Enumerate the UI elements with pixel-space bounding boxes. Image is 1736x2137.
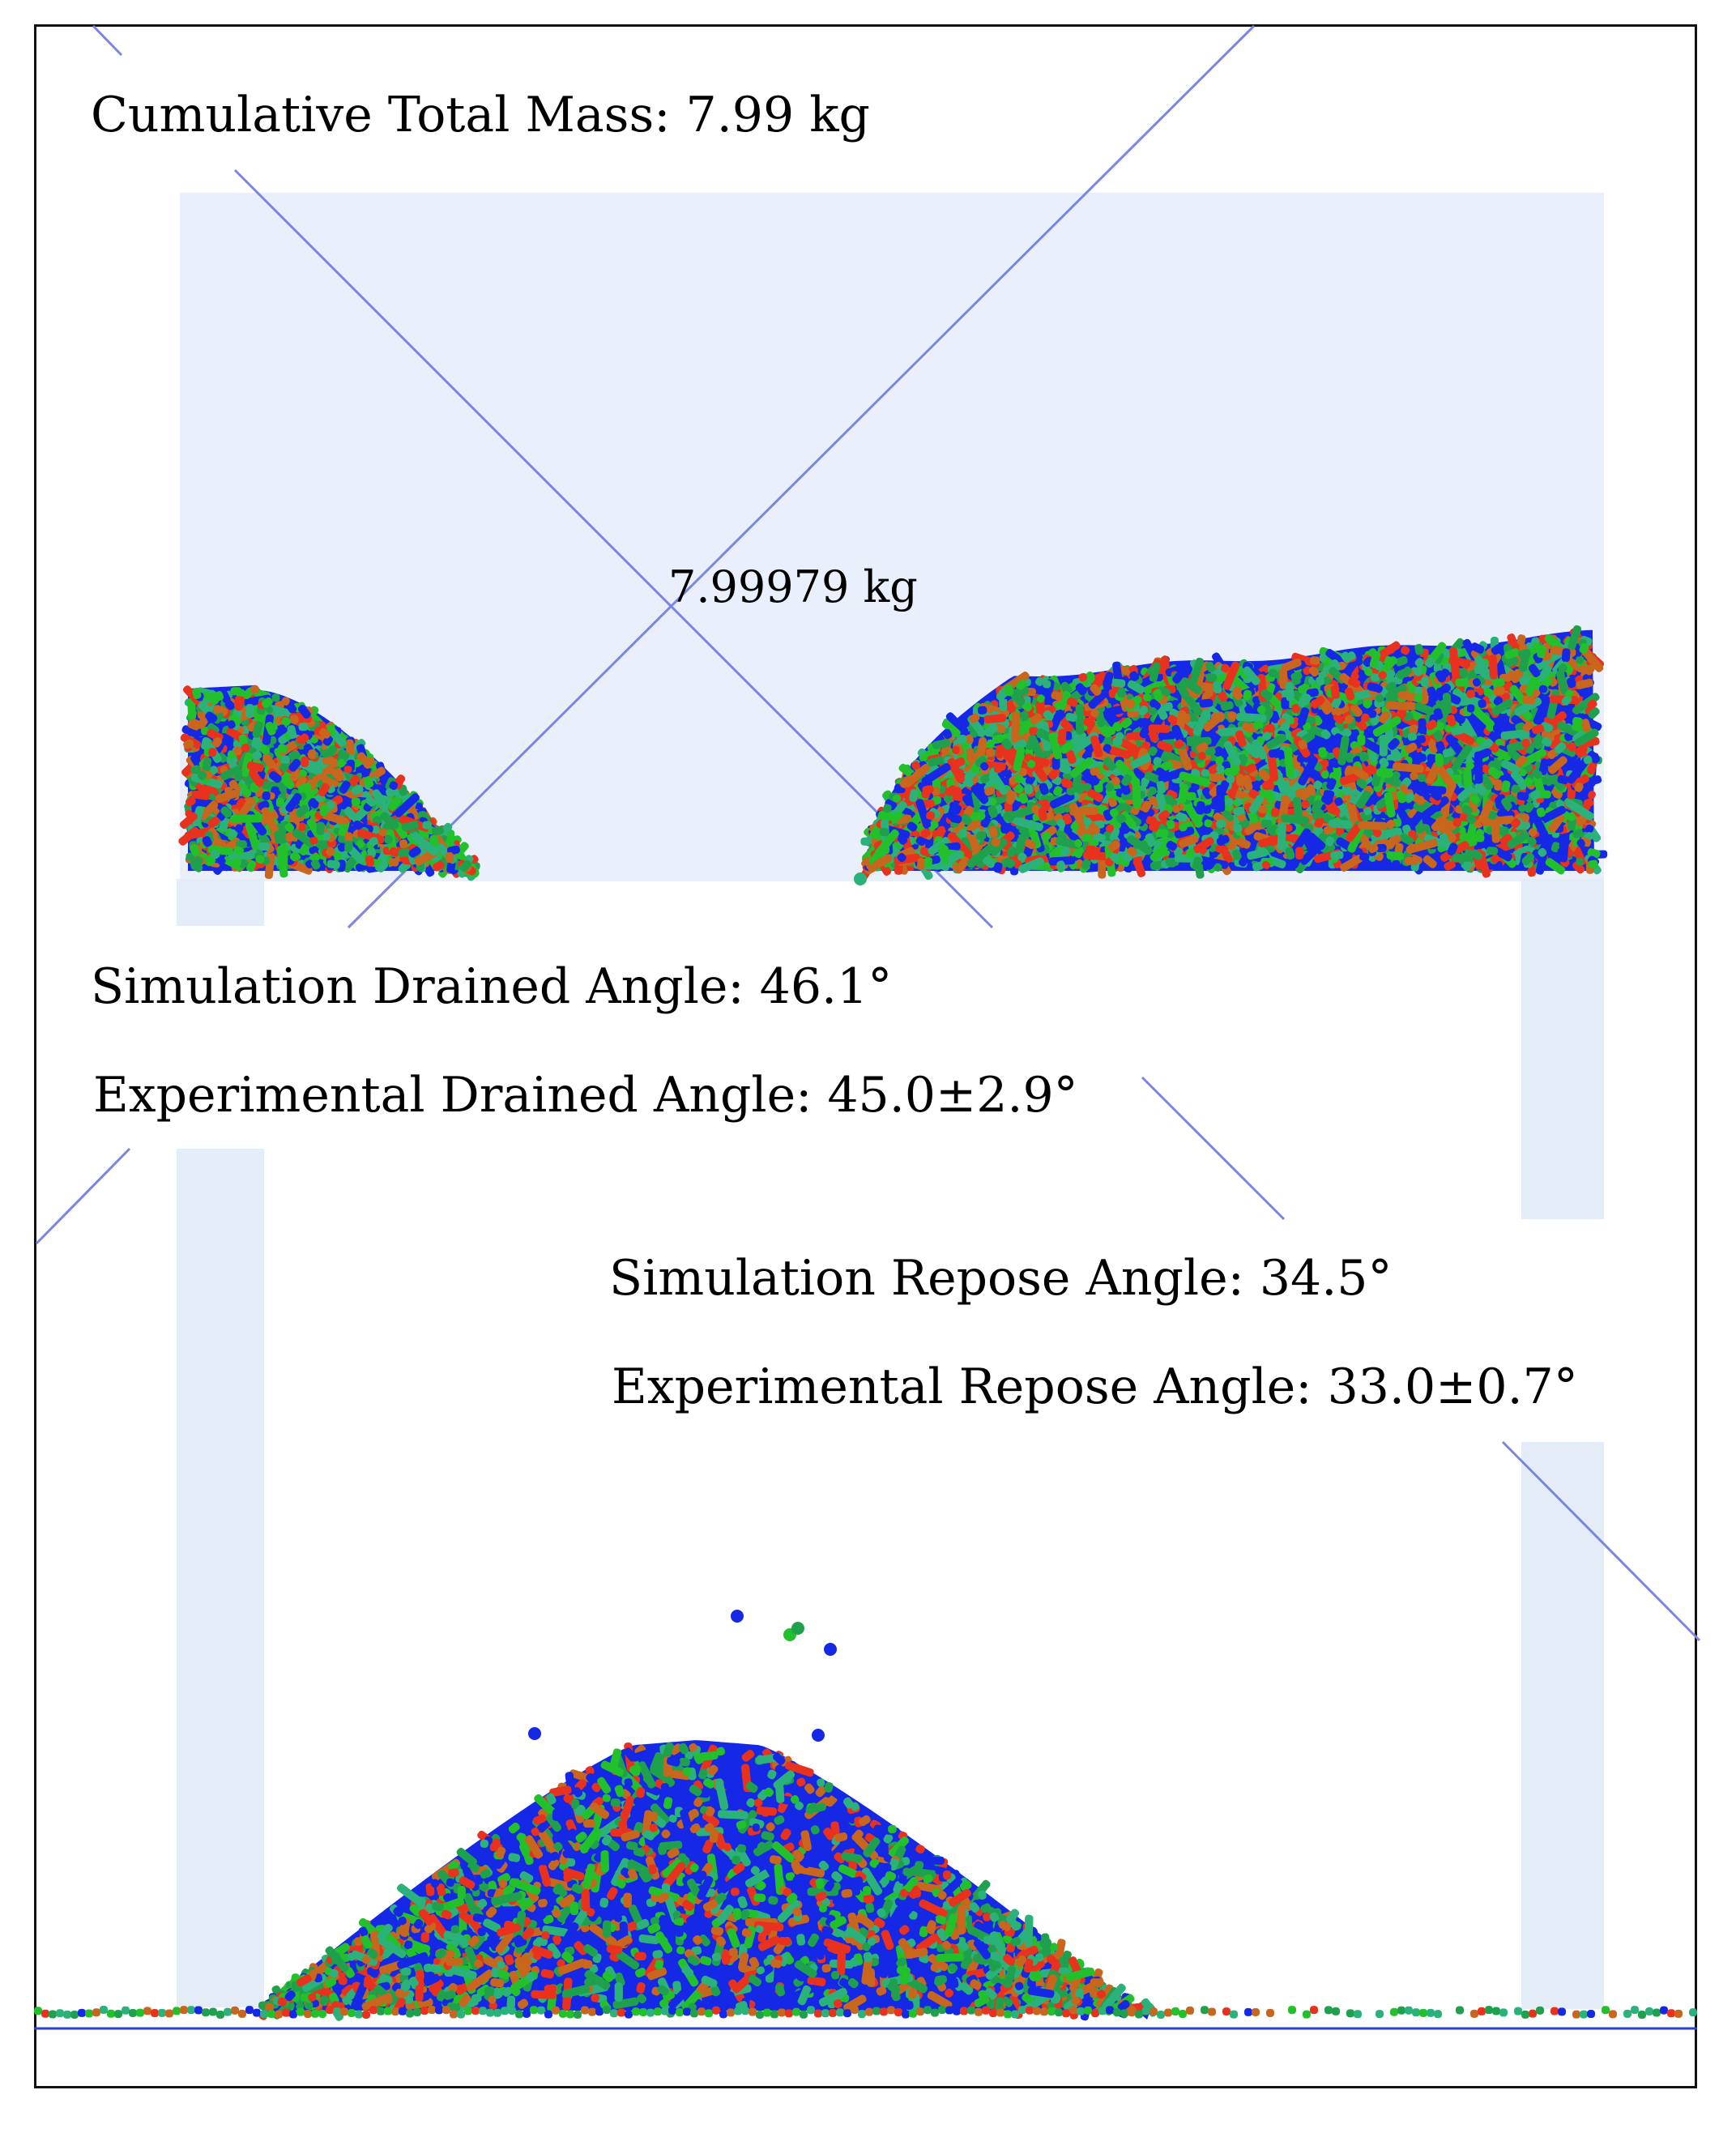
particle	[1576, 857, 1584, 866]
particle	[1057, 728, 1067, 745]
left-support-leg-upper	[177, 879, 264, 926]
particle	[1069, 806, 1098, 816]
particle	[923, 856, 932, 868]
particle	[1277, 822, 1286, 851]
particle	[1398, 709, 1407, 718]
particle	[1082, 833, 1092, 842]
particle	[1186, 791, 1196, 801]
particle	[245, 703, 254, 718]
particle	[298, 723, 309, 732]
particle	[1390, 851, 1405, 860]
particle	[1020, 711, 1029, 722]
particle	[1455, 678, 1467, 687]
particle	[344, 832, 353, 842]
particle	[250, 685, 259, 694]
particle	[1216, 784, 1226, 813]
particle	[1420, 676, 1430, 688]
particle	[1463, 860, 1472, 871]
left-support-leg-lower	[177, 1149, 264, 2007]
right-support-leg-upper	[1521, 879, 1604, 1219]
particle	[1111, 678, 1126, 688]
particle	[1435, 753, 1444, 767]
particle	[995, 744, 1004, 759]
particle	[344, 840, 353, 852]
particle	[301, 756, 309, 767]
left-particle-pile	[178, 685, 480, 881]
particle	[1181, 713, 1191, 723]
particle	[319, 804, 329, 817]
particle	[1385, 701, 1418, 710]
particle	[1199, 698, 1213, 708]
particle	[389, 858, 399, 867]
particle	[1522, 695, 1536, 705]
particle	[1011, 711, 1020, 743]
particle	[1521, 739, 1530, 748]
particle	[1392, 859, 1401, 869]
particle	[1418, 718, 1427, 734]
particle	[1330, 851, 1344, 860]
particle	[1404, 856, 1418, 866]
particle	[1310, 656, 1320, 665]
particle	[1205, 673, 1218, 682]
particle	[1486, 847, 1499, 855]
particle	[1488, 655, 1498, 680]
particle	[233, 767, 243, 782]
particle	[1024, 784, 1033, 795]
particle	[262, 791, 271, 800]
particle	[1043, 680, 1051, 689]
particle	[1117, 687, 1126, 698]
angle-guide-lines	[35, 24, 1701, 1642]
particle	[1148, 724, 1171, 733]
particle	[971, 811, 986, 821]
particle	[1270, 808, 1280, 817]
particle	[977, 706, 987, 714]
particle	[1418, 774, 1427, 783]
particle	[1492, 724, 1502, 732]
particle	[1435, 817, 1446, 826]
particle	[1321, 770, 1329, 779]
particle	[1295, 847, 1304, 859]
particle	[1328, 819, 1353, 829]
particle	[316, 821, 325, 835]
particle	[1268, 668, 1277, 678]
particle	[1155, 829, 1169, 838]
particle	[1132, 778, 1141, 809]
particle	[271, 693, 280, 702]
particle	[1260, 819, 1273, 828]
particle	[1285, 681, 1295, 702]
particle	[1224, 767, 1239, 776]
particle	[1358, 821, 1388, 830]
particle	[232, 858, 242, 867]
figure-frame	[34, 24, 1697, 2088]
particle	[230, 687, 242, 696]
particle	[1357, 734, 1366, 746]
particle	[308, 749, 317, 760]
particle	[1415, 825, 1425, 834]
particle	[258, 842, 271, 851]
right-support-leg-lower	[1521, 1442, 1604, 2009]
particle	[1474, 751, 1483, 784]
particle	[422, 821, 432, 830]
particle	[1379, 734, 1388, 757]
particle	[993, 762, 1003, 774]
particle	[445, 852, 454, 864]
particle	[230, 814, 262, 823]
particle	[1561, 648, 1571, 663]
particle	[1235, 713, 1267, 723]
